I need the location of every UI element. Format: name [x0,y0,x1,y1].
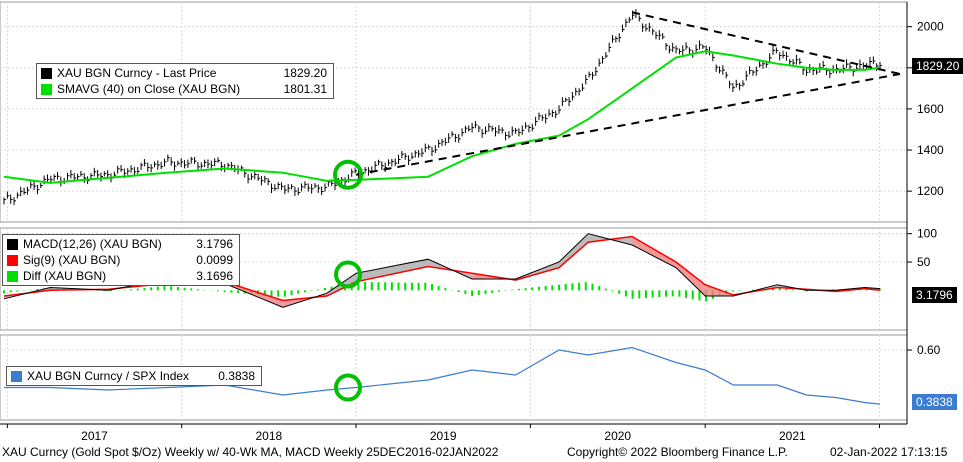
breakout-circle-macd [334,260,363,289]
legend-swatch-macd [7,238,18,250]
legend-value-macd: 3.1796 [196,237,233,251]
ratio-line [4,346,881,405]
legend-label-price: XAU BGN Curncy - Last Price [57,66,217,80]
legend-swatch-signal [7,254,18,266]
legend-value-signal: 0.0099 [196,253,233,267]
legend-label-diff: Diff (XAU BGN) [23,269,107,283]
y-tick-label: 2000 [917,20,944,34]
legend-value-ratio: 0.3838 [218,369,255,383]
year-label: 2020 [604,429,631,443]
ratio-legend: XAU BGN Curncy / SPX Index 0.3838 [6,366,262,386]
last-price-tag: 1829.20 [912,58,963,74]
ratio-last-tag: 0.3838 [912,394,957,410]
macd-signal-fill [632,236,676,268]
legend-value-diff: 3.1696 [196,269,233,283]
macd-signal-fill [676,262,706,296]
legend-label-ratio: XAU BGN Curncy / SPX Index [27,369,190,383]
y-tick-label: 1600 [917,102,944,116]
year-label: 2019 [430,429,457,443]
y-tick-label: 1400 [917,143,944,157]
legend-entry-price: XAU BGN Curncy - Last Price 1829.20 [41,65,327,81]
breakout-circle-price [333,159,364,190]
legend-swatch-sma [41,83,52,95]
year-label: 2018 [256,429,283,443]
macd-legend: MACD(12,26) (XAU BGN) 3.1796 Sig(9) (XAU… [2,234,240,286]
y-tick-label: 0.60 [917,343,941,357]
legend-entry-ratio: XAU BGN Curncy / SPX Index 0.3838 [11,368,255,384]
macd-last-tag: 3.1796 [912,287,957,303]
year-label: 2021 [779,429,806,443]
y-tick-label: 1200 [917,184,944,198]
sma-line [3,50,881,184]
legend-swatch-price [41,67,52,79]
legend-label-macd: MACD(12,26) (XAU BGN) [23,237,162,251]
trendline [631,11,901,75]
macd-signal-fill [356,259,429,282]
legend-entry-macd: MACD(12,26) (XAU BGN) 3.1796 [7,236,233,252]
legend-label-signal: Sig(9) (XAU BGN) [23,253,121,267]
macd-signal-fill [559,233,589,268]
footer-copyright: Copyright© 2022 Bloomberg Finance L.P. [567,445,788,459]
legend-value-price: 1829.20 [283,66,327,80]
y-tick-label: 100 [917,227,937,241]
legend-swatch-ratio [11,370,22,382]
legend-entry-sma: SMAVG (40) on Close (XAU BGN) 1801.31 [41,81,327,97]
legend-entry-signal: Sig(9) (XAU BGN) 0.0099 [7,252,233,268]
footer-description: XAU Curncy (Gold Spot $/Oz) Weekly w/ 40… [2,445,499,459]
y-tick-label: 50 [917,255,931,269]
breakout-circle-ratio [334,373,363,402]
year-label: 2017 [81,429,108,443]
footer-timestamp: 02-Jan-2022 17:13:15 [830,445,948,459]
legend-entry-diff: Diff (XAU BGN) 3.1696 [7,268,233,284]
price-legend: XAU BGN Curncy - Last Price 1829.20 SMAV… [36,63,334,99]
legend-value-sma: 1801.31 [283,82,327,96]
panel-frame-0 [0,1,908,223]
legend-label-sma: SMAVG (40) on Close (XAU BGN) [57,82,241,96]
legend-swatch-diff [7,270,18,282]
footer-bar: XAU Curncy (Gold Spot $/Oz) Weekly w/ 40… [0,443,963,462]
